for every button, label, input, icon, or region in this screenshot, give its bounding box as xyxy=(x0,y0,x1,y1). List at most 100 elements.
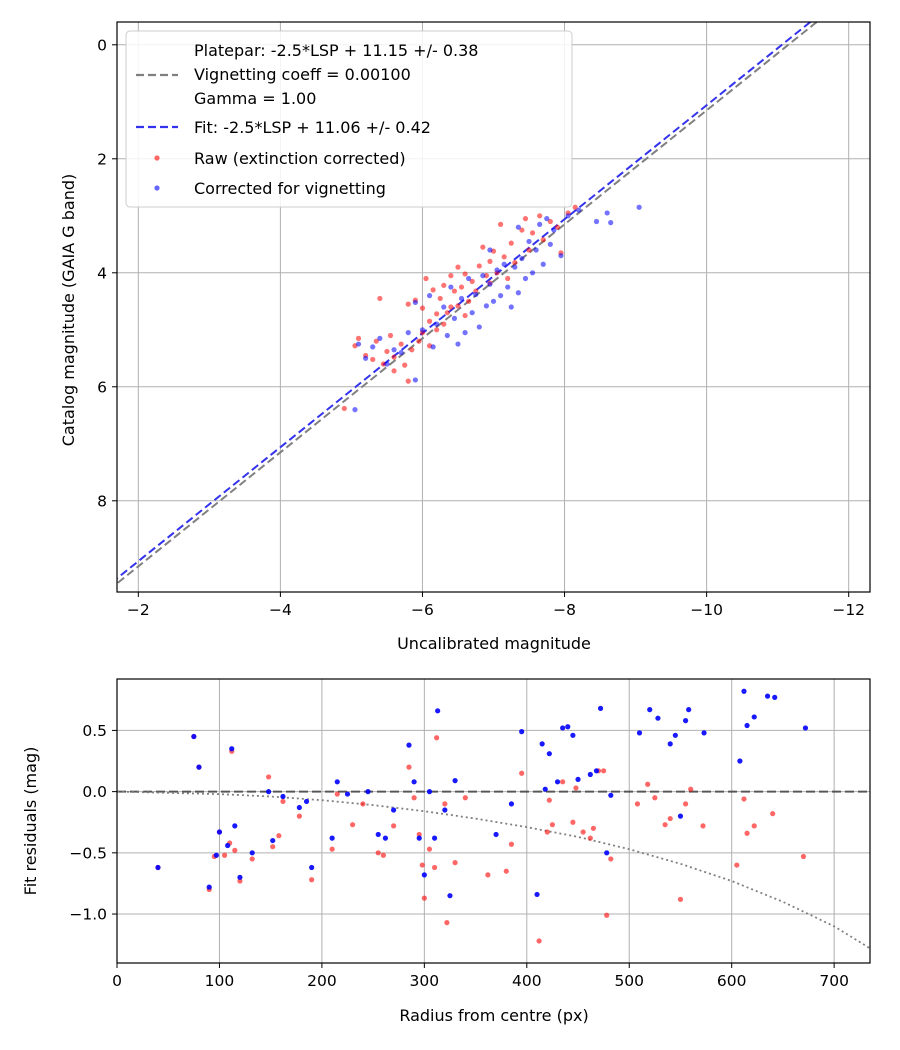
top-data-point xyxy=(462,312,468,319)
bottom-data-point xyxy=(296,804,302,811)
top-data-point xyxy=(405,301,411,307)
bottom-data-point xyxy=(751,714,757,720)
bottom-data-point xyxy=(280,793,286,800)
bottom-data-point xyxy=(237,878,243,884)
top-y-tick-label: 6 xyxy=(97,378,107,396)
bottom-data-point xyxy=(597,705,604,711)
bottom-data-point xyxy=(221,852,228,858)
bottom-data-point xyxy=(677,896,684,902)
bottom-x-tick-label: 600 xyxy=(717,972,747,990)
bottom-data-point xyxy=(225,842,231,849)
top-data-point xyxy=(476,324,482,330)
bottom-data-point xyxy=(688,786,694,792)
top-data-point xyxy=(448,304,454,310)
bottom-data-point xyxy=(280,798,286,805)
top-data-point xyxy=(487,258,493,264)
bottom-data-point xyxy=(350,822,356,828)
top-plot-frame xyxy=(116,21,871,593)
top-data-point xyxy=(540,261,546,267)
bottom-data-point xyxy=(508,841,515,847)
bottom-data-point xyxy=(701,730,707,736)
bottom-data-point xyxy=(570,732,576,738)
top-data-point xyxy=(483,303,489,309)
bottom-data-point xyxy=(303,798,310,805)
bottom-data-point xyxy=(667,815,673,822)
bottom-data-point xyxy=(700,823,706,829)
bottom-data-point xyxy=(508,801,515,807)
top-data-point xyxy=(412,377,418,383)
bottom-data-point xyxy=(751,823,757,829)
top-x-axis-label: Uncalibrated magnitude xyxy=(397,634,591,653)
top-data-point xyxy=(551,227,557,233)
top-data-point xyxy=(505,284,511,290)
bottom-plot-frame xyxy=(116,678,871,964)
bottom-x-tick-labels: 0 100 200 300 400 500 600 700 xyxy=(112,972,849,990)
top-data-point xyxy=(604,210,610,216)
bottom-data-point xyxy=(686,707,692,713)
bottom-data-point xyxy=(744,830,750,836)
bottom-grid xyxy=(116,679,870,963)
top-data-point xyxy=(519,227,525,233)
top-data-point xyxy=(469,278,475,284)
top-data-point xyxy=(593,218,600,225)
top-data-point xyxy=(377,335,383,341)
top-y-tick-label: 0 xyxy=(97,36,107,54)
bottom-data-point xyxy=(802,725,809,731)
top-data-point xyxy=(522,275,529,282)
bottom-data-point xyxy=(196,764,202,770)
bottom-data-point xyxy=(573,785,579,791)
top-data-points xyxy=(341,204,642,413)
bottom-data-point xyxy=(772,694,778,700)
top-data-point xyxy=(380,361,386,367)
bottom-data-point xyxy=(734,862,740,868)
top-data-point xyxy=(458,284,465,290)
bottom-data-point xyxy=(608,856,614,862)
bottom-x-tick-label: 500 xyxy=(614,972,644,990)
top-data-point xyxy=(370,344,376,350)
bottom-data-point xyxy=(647,707,653,713)
bottom-data-point xyxy=(682,801,689,807)
bottom-data-point xyxy=(542,786,548,792)
top-y-tick-label: 8 xyxy=(97,492,107,510)
bottom-data-point xyxy=(431,835,438,841)
bottom-data-point xyxy=(232,847,238,853)
bottom-data-point xyxy=(344,791,351,797)
bottom-data-point xyxy=(442,807,448,813)
bottom-data-point xyxy=(249,856,255,862)
top-data-point xyxy=(444,332,450,339)
top-data-point xyxy=(434,327,440,333)
bottom-data-point xyxy=(266,774,272,780)
bottom-data-point xyxy=(560,725,566,731)
bottom-x-tick-label: 700 xyxy=(819,972,849,990)
top-data-point xyxy=(466,298,472,304)
bottom-data-point xyxy=(636,730,643,736)
top-data-point xyxy=(473,291,479,298)
top-data-point xyxy=(412,299,418,306)
top-x-tick-label: −4 xyxy=(269,601,292,619)
bottom-data-point xyxy=(232,823,238,829)
top-data-point xyxy=(391,368,397,374)
top-data-point xyxy=(544,216,550,222)
bottom-data-point xyxy=(570,819,576,825)
residuals-chart: 0 100 200 300 400 500 600 700 0.5 0.0 −0.5 −1.0 Ra… xyxy=(21,678,871,1025)
legend-corrected-label: Corrected for vignetting xyxy=(194,179,386,198)
calibration-chart: −2 −4 −6 −8 −10 −12 0 2 4 6 8 Uncalibrated magnit… xyxy=(59,21,871,653)
top-data-point xyxy=(494,267,500,273)
bottom-data-point xyxy=(391,807,397,813)
bottom-data-point xyxy=(546,751,552,757)
bottom-data-point xyxy=(741,688,747,694)
top-data-point xyxy=(377,295,383,302)
top-data-point xyxy=(355,335,362,341)
bottom-data-point xyxy=(406,764,412,770)
top-data-point xyxy=(480,273,486,279)
top-data-point xyxy=(434,321,440,327)
top-tick-marks xyxy=(112,44,850,597)
bottom-data-point xyxy=(411,795,417,801)
bottom-data-point xyxy=(519,770,525,776)
bottom-y-tick-label: −1.0 xyxy=(69,906,107,924)
top-data-point xyxy=(558,253,564,259)
top-data-point xyxy=(469,310,475,316)
bottom-data-point xyxy=(206,884,212,890)
bottom-data-point xyxy=(309,864,315,871)
bottom-data-point xyxy=(536,938,542,944)
